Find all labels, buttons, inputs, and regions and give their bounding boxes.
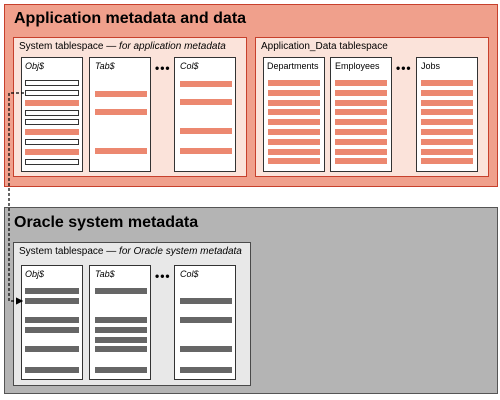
jobs-row [421, 158, 473, 164]
oracle-tab-row [95, 337, 147, 343]
employees-row [335, 129, 387, 135]
jobs-row [421, 109, 473, 115]
oracle-tab-row [95, 288, 147, 294]
oracle-col-table-title: Col$ [180, 269, 199, 279]
col-row [180, 128, 232, 134]
employees-row [335, 90, 387, 96]
employees-row [335, 80, 387, 86]
oracle-obj-row [25, 346, 79, 352]
application-data-tablespace-title: Application_Data tablespace [261, 41, 388, 52]
employees-row [335, 158, 387, 164]
oracle-system-tablespace-title: System tablespace — for Oracle system me… [19, 246, 242, 257]
app-obj-table-title: Obj$ [25, 61, 45, 71]
departments-row [268, 80, 320, 86]
employees-row [335, 119, 387, 125]
tab-row [95, 91, 147, 97]
employees-row [335, 109, 387, 115]
oracle-obj-row [25, 298, 79, 304]
jobs-row [421, 90, 473, 96]
obj-row [25, 149, 79, 155]
app-col-table [174, 57, 236, 172]
app-system-ellipsis: ••• [155, 61, 171, 75]
app-col-table-title: Col$ [180, 61, 199, 71]
app-system-tablespace-title: System tablespace — for application meta… [19, 41, 226, 52]
oracle-tab-row [95, 327, 147, 333]
oracle-col-row [180, 298, 232, 304]
obj-row [25, 110, 79, 116]
oracle-col-row [180, 367, 232, 373]
jobs-row [421, 80, 473, 86]
col-row [180, 81, 232, 87]
oracle-system-ellipsis: ••• [155, 269, 171, 283]
departments-table-title: Departments [267, 61, 319, 71]
obj-row [25, 129, 79, 135]
oracle-tab-table-title: Tab$ [95, 269, 115, 279]
departments-row [268, 139, 320, 145]
departments-row [268, 158, 320, 164]
obj-row [25, 100, 79, 106]
employees-row [335, 100, 387, 106]
departments-row [268, 149, 320, 155]
jobs-row [421, 100, 473, 106]
obj-row [25, 159, 79, 165]
oracle-tab-row [95, 346, 147, 352]
oracle-obj-row [25, 317, 79, 323]
jobs-row [421, 149, 473, 155]
tab-row [95, 148, 147, 154]
oracle-col-row [180, 346, 232, 352]
col-row [180, 148, 232, 154]
oracle-obj-row [25, 367, 79, 373]
jobs-row [421, 139, 473, 145]
app-data-ellipsis: ••• [396, 61, 412, 75]
jobs-row [421, 129, 473, 135]
departments-row [268, 119, 320, 125]
col-row [180, 99, 232, 105]
departments-row [268, 129, 320, 135]
employees-table-title: Employees [335, 61, 380, 71]
oracle-panel-title: Oracle system metadata [14, 214, 199, 231]
jobs-row [421, 119, 473, 125]
tab-row [95, 109, 147, 115]
departments-row [268, 100, 320, 106]
employees-row [335, 139, 387, 145]
oracle-col-row [180, 317, 232, 323]
oracle-tab-row [95, 317, 147, 323]
departments-row [268, 109, 320, 115]
application-panel-title: Application metadata and data [14, 10, 247, 27]
obj-row [25, 139, 79, 145]
departments-row [268, 90, 320, 96]
oracle-obj-table-title: Obj$ [25, 269, 45, 279]
oracle-tab-row [95, 367, 147, 373]
obj-row [25, 90, 79, 96]
obj-row [25, 80, 79, 86]
oracle-obj-row [25, 327, 79, 333]
oracle-obj-row [25, 288, 79, 294]
app-tab-table-title: Tab$ [95, 61, 115, 71]
employees-row [335, 149, 387, 155]
obj-row [25, 119, 79, 125]
jobs-table-title: Jobs [421, 61, 441, 71]
